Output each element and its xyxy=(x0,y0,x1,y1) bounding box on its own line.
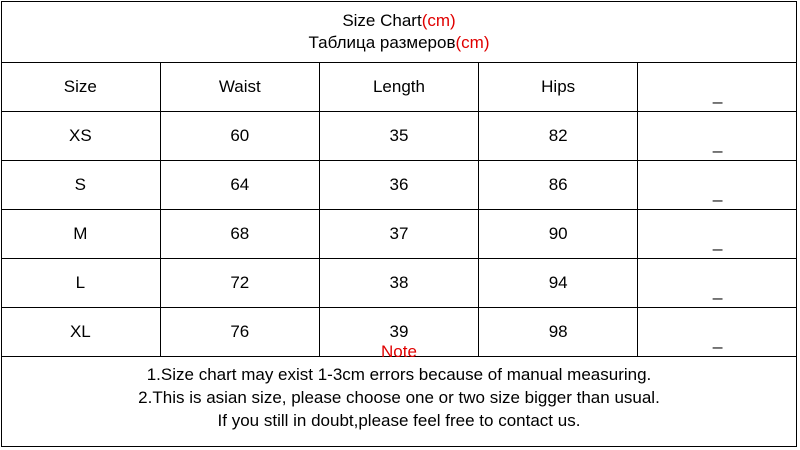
table-cell: 64 xyxy=(159,160,320,210)
table-cell: 38 xyxy=(318,258,480,308)
table-cell: 72 xyxy=(159,258,320,308)
table-cell: L xyxy=(1,258,161,308)
note-line: 2.This is asian size, please choose one … xyxy=(138,388,660,407)
title-en-unit: (cm) xyxy=(421,11,456,30)
column-header: Length xyxy=(318,62,480,112)
table-cell: 94 xyxy=(478,258,639,308)
note-heading: Note xyxy=(381,342,417,361)
header-row: Size Waist Length Hips _ xyxy=(1,62,797,112)
table-cell: 90 xyxy=(478,209,639,259)
title-ru: Таблица размеров xyxy=(308,33,456,52)
table-row: L 72 38 94 _ xyxy=(1,258,797,308)
table-cell: _ xyxy=(637,307,797,357)
table-cell: _ xyxy=(637,209,797,259)
table-cell: 82 xyxy=(478,111,639,161)
table-cell: _ xyxy=(637,111,797,161)
table-cell: S xyxy=(1,160,161,210)
column-header: Size xyxy=(1,62,161,112)
title-ru-unit: (cm) xyxy=(455,33,490,52)
size-table: Size Waist Length Hips _ XS 60 35 82 _ S 64 36 86 _ M 68… xyxy=(1,62,797,357)
table-cell: 68 xyxy=(159,209,320,259)
note-section: Note 1.Size chart may exist 1-3cm errors… xyxy=(1,320,797,432)
table-cell: XL xyxy=(1,307,161,357)
table-cell: 37 xyxy=(318,209,480,259)
table-cell: 60 xyxy=(159,111,320,161)
table-cell: 35 xyxy=(318,111,480,161)
table-row: XL 76 39 98 _ xyxy=(1,307,797,357)
table-row: S 64 36 86 _ xyxy=(1,160,797,210)
table-cell: XS xyxy=(1,111,161,161)
column-header: Hips xyxy=(478,62,639,112)
table-cell: _ xyxy=(637,160,797,210)
table-row: M 68 37 90 _ xyxy=(1,209,797,259)
table-cell: 76 xyxy=(159,307,320,357)
column-header: _ xyxy=(637,62,797,112)
note-line: 1.Size chart may exist 1-3cm errors beca… xyxy=(146,365,652,384)
note-line: If you still in doubt,please feel free t… xyxy=(217,411,581,430)
table-cell: _ xyxy=(637,258,797,308)
table-cell: 98 xyxy=(478,307,639,357)
table-cell: 39 xyxy=(318,307,480,357)
column-header: Waist xyxy=(159,62,320,112)
title-en: Size Chart xyxy=(342,11,422,30)
table-cell: 36 xyxy=(318,160,480,210)
table-cell: M xyxy=(1,209,161,259)
chart-title: Size Chart(cm) Таблица размеров(cm) xyxy=(1,1,797,63)
table-cell: 86 xyxy=(478,160,639,210)
table-row: XS 60 35 82 _ xyxy=(1,111,797,161)
